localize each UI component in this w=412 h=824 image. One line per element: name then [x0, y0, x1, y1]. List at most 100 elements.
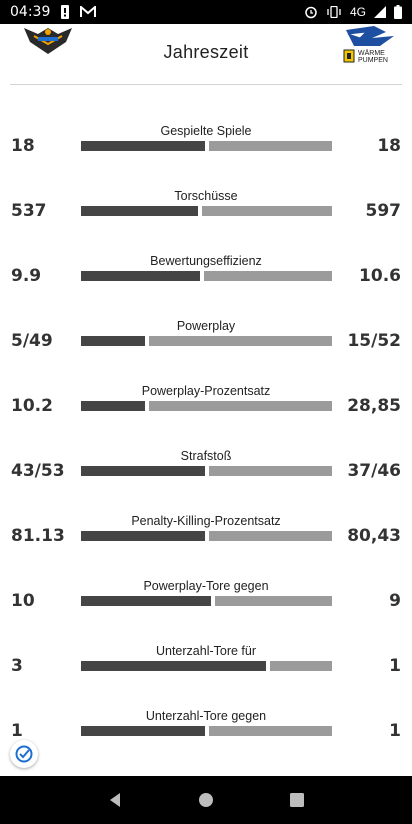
stat-bar-home — [81, 531, 205, 541]
stat-home-value: 81.13 — [11, 526, 65, 546]
stat-bar-gap — [211, 596, 215, 606]
stat-bar — [81, 466, 332, 476]
stat-away-value: 28,85 — [347, 396, 401, 416]
stat-label: Unterzahl-Tore gegen — [145, 709, 267, 723]
privacy-consent-button[interactable] — [10, 740, 38, 768]
home-icon[interactable] — [198, 792, 214, 808]
stat-bar-home — [81, 466, 205, 476]
header: Jahreszeit WÄRME PUMPEN — [0, 24, 412, 84]
stat-away-value: 1 — [389, 656, 401, 676]
stat-bar-away — [215, 596, 332, 606]
shield-check-icon — [15, 745, 33, 763]
stat-bar-home — [81, 401, 145, 411]
stat-bar-gap — [205, 531, 209, 541]
stat-row: Powerplay 5/49 15/52 — [0, 315, 412, 380]
stat-label: Strafstoß — [180, 449, 232, 463]
stat-bar — [81, 726, 332, 736]
stat-bar-gap — [200, 271, 204, 281]
back-icon[interactable] — [107, 792, 123, 808]
stat-bar — [81, 531, 332, 541]
stat-row: Torschüsse 537 597 — [0, 185, 412, 250]
stat-label: Unterzahl-Tore für — [155, 644, 257, 658]
stat-away-value: 15/52 — [347, 331, 401, 351]
stat-bar-home — [81, 206, 198, 216]
stat-home-value: 537 — [11, 201, 47, 221]
stats-list: Gespielte Spiele 18 18 Torschüsse 537 59… — [0, 120, 412, 770]
stat-label: Powerplay — [176, 319, 236, 333]
vibrate-icon — [326, 6, 342, 18]
stat-away-value: 1 — [389, 721, 401, 741]
stat-bar-gap — [266, 661, 270, 671]
stat-row: Gespielte Spiele 18 18 — [0, 120, 412, 185]
stat-bar — [81, 271, 332, 281]
stat-bar-away — [202, 206, 332, 216]
stat-bar — [81, 141, 332, 151]
stat-home-value: 10.2 — [11, 396, 53, 416]
stat-bar-gap — [198, 206, 202, 216]
stat-bar-away — [270, 661, 332, 671]
stat-bar-gap — [205, 726, 209, 736]
stat-home-value: 10 — [11, 591, 35, 611]
stat-bar-away — [209, 141, 332, 151]
stat-bar — [81, 661, 332, 671]
stat-bar-away — [149, 401, 332, 411]
away-team-logo: WÄRME PUMPEN — [340, 24, 400, 66]
battery-icon — [394, 5, 402, 19]
stat-row: Strafstoß 43/53 37/46 — [0, 445, 412, 510]
stat-row: Unterzahl-Tore für 3 1 — [0, 640, 412, 705]
alarm-icon — [304, 5, 318, 19]
stat-bar — [81, 401, 332, 411]
stat-bar-gap — [145, 401, 149, 411]
system-nav-bar — [0, 776, 412, 824]
stat-away-value: 37/46 — [347, 461, 401, 481]
stat-bar-home — [81, 336, 145, 346]
stat-bar — [81, 206, 332, 216]
away-logo-text-2: PUMPEN — [358, 57, 388, 64]
stat-bar-home — [81, 726, 205, 736]
stat-home-value: 3 — [11, 656, 23, 676]
stat-home-value: 1 — [11, 721, 23, 741]
stat-bar-home — [81, 271, 200, 281]
stat-bar — [81, 596, 332, 606]
stat-home-value: 9.9 — [11, 266, 42, 286]
stat-label: Penalty-Killing-Prozentsatz — [131, 514, 281, 528]
stat-label: Powerplay-Tore gegen — [143, 579, 269, 593]
stat-bar-away — [209, 726, 332, 736]
stat-bar-gap — [205, 141, 209, 151]
stat-away-value: 597 — [365, 201, 402, 221]
status-time: 04:39 — [10, 4, 51, 20]
stat-bar-home — [81, 141, 205, 151]
network-type: 4G — [349, 5, 366, 19]
stat-row: Unterzahl-Tore gegen 1 1 — [0, 705, 412, 770]
stat-bar — [81, 336, 332, 346]
stat-bar-away — [209, 466, 332, 476]
signal-icon — [374, 6, 386, 18]
alert-icon — [60, 5, 70, 19]
stat-bar-home — [81, 596, 211, 606]
recents-icon[interactable] — [289, 792, 305, 808]
stat-label: Torschüsse — [174, 189, 238, 203]
stat-bar-gap — [205, 466, 209, 476]
page-title: Jahreszeit — [163, 42, 249, 62]
stat-away-value: 80,43 — [347, 526, 401, 546]
stat-bar-away — [149, 336, 332, 346]
stat-row: Powerplay-Tore gegen 10 9 — [0, 575, 412, 640]
gmail-icon — [80, 6, 97, 18]
stat-home-value: 5/49 — [11, 331, 53, 351]
stat-label: Bewertungseffizienz — [150, 254, 262, 268]
home-team-logo — [20, 24, 76, 68]
stat-bar-gap — [145, 336, 149, 346]
stat-bar-away — [204, 271, 332, 281]
header-divider — [10, 84, 402, 85]
stat-row: Penalty-Killing-Prozentsatz 81.13 80,43 — [0, 510, 412, 575]
stat-row: Powerplay-Prozentsatz 10.2 28,85 — [0, 380, 412, 445]
stat-away-value: 9 — [389, 591, 401, 611]
status-bar: 04:39 4G — [0, 0, 412, 24]
stat-home-value: 18 — [11, 136, 35, 156]
stat-away-value: 10.6 — [359, 266, 401, 286]
stat-row: Bewertungseffizienz 9.9 10.6 — [0, 250, 412, 315]
away-logo-text-1: WÄRME — [358, 50, 385, 57]
stat-bar-away — [209, 531, 332, 541]
stat-label: Gespielte Spiele — [160, 124, 252, 138]
stat-bar-home — [81, 661, 266, 671]
